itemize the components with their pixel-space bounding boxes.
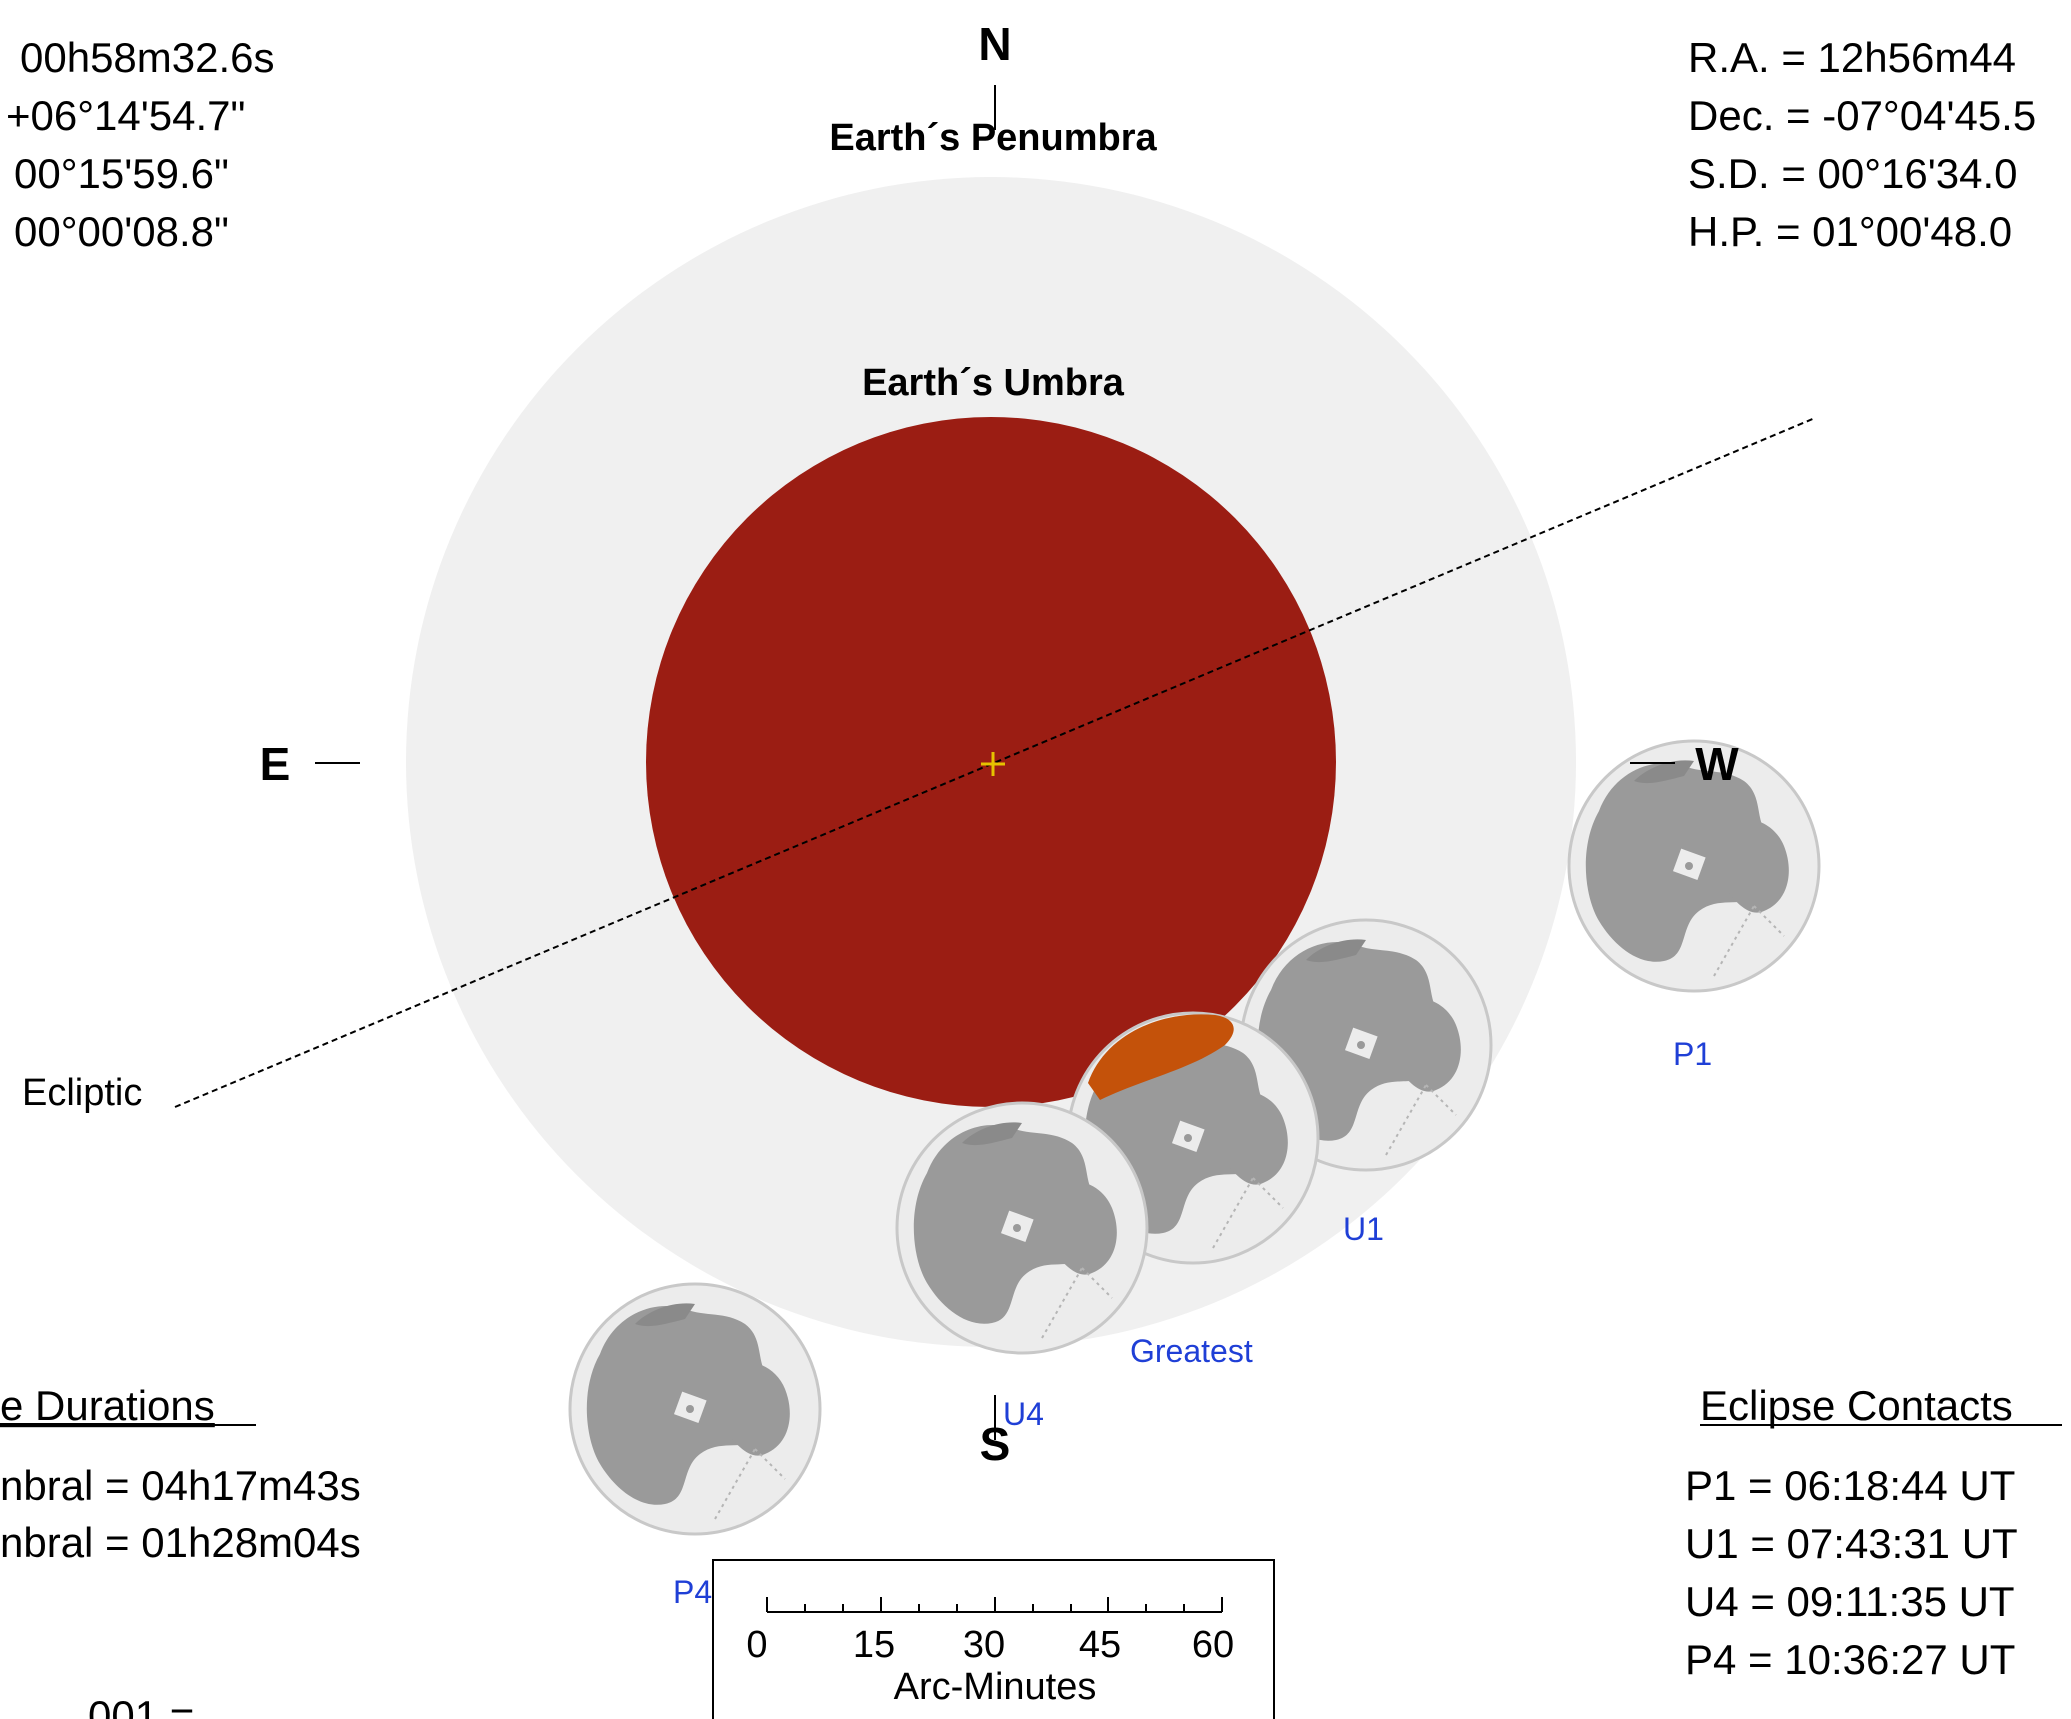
umbra-overlap-glow (1088, 1014, 1234, 1100)
umbra-label: Earth´s Umbra (862, 362, 1125, 404)
scale-box (712, 1559, 1275, 1719)
moon-disc-icon (1567, 739, 1821, 993)
duration-bottom-partial: 001 = (88, 1692, 194, 1719)
u4-label: U4 (1003, 1396, 1044, 1432)
crosshair-icon (981, 752, 1005, 776)
moon-sd: S.D. = 00°16'34.0 (1688, 150, 2018, 197)
duration-penumbral: nbral = 04h17m43s (0, 1462, 361, 1509)
scale-bar: 0 15 30 45 60 Arc-Minutes (712, 1559, 1275, 1719)
moon-dec: Dec. = -07°04'45.5 (1688, 92, 2036, 139)
scale-tick-0: 0 (746, 1624, 767, 1666)
east-label: E (260, 738, 291, 790)
contact-p4: P4 = 10:36:27 UT (1685, 1636, 2015, 1683)
p4-label: P4 (673, 1574, 712, 1610)
ecliptic-label: Ecliptic (22, 1072, 142, 1114)
earth-umbra (646, 417, 1336, 1107)
u1-label: U1 (1343, 1211, 1384, 1247)
moon-hp: H.P. = 01°00'48.0 (1688, 208, 2012, 255)
contact-u4: U4 = 09:11:35 UT (1685, 1578, 2015, 1625)
contacts-title: Eclipse Contacts (1700, 1382, 2013, 1429)
scale-tick-60: 60 (1192, 1624, 1234, 1666)
sun-ra: 00h58m32.6s (20, 34, 275, 81)
south-label: S (980, 1418, 1011, 1470)
north-label: N (978, 18, 1011, 70)
west-label: W (1695, 738, 1739, 790)
p1-label: P1 (1673, 1036, 1712, 1072)
greatest-label: Greatest (1130, 1333, 1253, 1369)
scale-minor-ticks (766, 1597, 1223, 1612)
moon-disc-icon (568, 1282, 822, 1536)
ecliptic-line (174, 417, 1816, 1108)
sun-dec: +06°14'54.7" (6, 92, 245, 139)
scale-label: Arc-Minutes (894, 1666, 1097, 1708)
sun-sd: 00°15'59.6" (14, 150, 229, 197)
scale-tick-15: 15 (853, 1624, 895, 1666)
sun-hp: 00°00'08.8" (14, 208, 229, 255)
scale-tick-45: 45 (1079, 1624, 1121, 1666)
contact-p1: P1 = 06:18:44 UT (1685, 1462, 2015, 1509)
durations-title: e Durations (0, 1382, 215, 1429)
moon-ra: R.A. = 12h56m44 (1688, 34, 2016, 81)
duration-umbral: nbral = 01h28m04s (0, 1519, 361, 1566)
penumbra-label: Earth´s Penumbra (829, 117, 1157, 159)
contact-u1: U1 = 07:43:31 UT (1685, 1520, 2018, 1567)
moon-disc-icon (895, 1101, 1149, 1355)
scale-tick-30: 30 (963, 1624, 1005, 1666)
